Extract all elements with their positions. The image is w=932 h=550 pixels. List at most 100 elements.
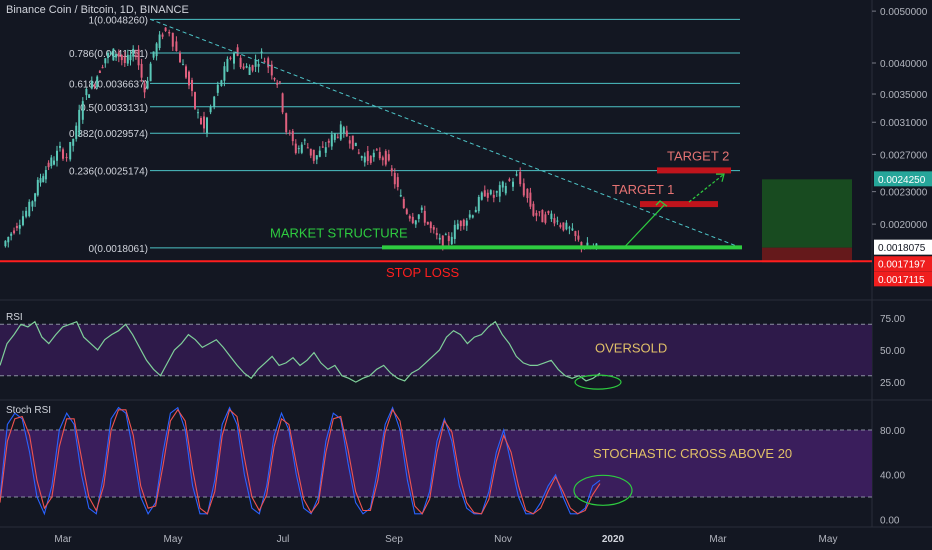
candle-body bbox=[104, 58, 107, 64]
candle-body bbox=[109, 52, 112, 54]
candle-body bbox=[423, 210, 426, 223]
candle-body bbox=[565, 222, 568, 230]
y-tick-label: 0.0031000 bbox=[880, 118, 928, 129]
candle-body bbox=[28, 201, 31, 217]
candle-body bbox=[477, 196, 480, 212]
candle-body bbox=[462, 219, 465, 227]
candle-body bbox=[512, 181, 514, 187]
market-structure-label: MARKET STRUCTURE bbox=[270, 225, 408, 240]
x-tick-label: 2020 bbox=[602, 534, 625, 545]
candle-body bbox=[562, 222, 565, 231]
candle-body bbox=[220, 80, 223, 86]
candle-body bbox=[348, 140, 351, 144]
candle-body bbox=[574, 231, 577, 237]
candle-body bbox=[306, 147, 309, 149]
candle-body bbox=[369, 155, 372, 163]
candle-body bbox=[294, 143, 297, 154]
candle-body bbox=[245, 66, 248, 68]
chart-title: Binance Coin / Bitcoin, 1D, BINANCE bbox=[6, 4, 189, 16]
candle-body bbox=[155, 43, 158, 57]
candle-body bbox=[107, 53, 109, 58]
candle-body bbox=[13, 230, 16, 234]
price-tag-label: 0.0024250 bbox=[878, 175, 926, 186]
candle-body bbox=[236, 47, 239, 56]
candle-body bbox=[471, 215, 474, 218]
candle-body bbox=[447, 235, 450, 242]
candle-body bbox=[53, 160, 55, 165]
stoch-tick-label: 80.00 bbox=[880, 426, 905, 437]
candle-body bbox=[96, 76, 99, 88]
candle-body bbox=[556, 220, 559, 222]
candle-body bbox=[209, 106, 212, 113]
candle-body bbox=[504, 185, 507, 194]
candle-body bbox=[492, 194, 495, 198]
candle-body bbox=[98, 70, 101, 74]
candle-body bbox=[143, 83, 146, 93]
candle-body bbox=[402, 198, 405, 209]
candle-body bbox=[465, 220, 468, 226]
candle-body bbox=[351, 135, 354, 150]
y-tick-label: 0.0035000 bbox=[880, 90, 928, 101]
candle-body bbox=[34, 193, 37, 202]
candle-body bbox=[309, 148, 312, 156]
stoch-k-line bbox=[0, 406, 601, 516]
stoch-d-line bbox=[0, 408, 601, 515]
price-tag bbox=[874, 256, 932, 272]
candle-body bbox=[175, 41, 178, 52]
rsi-pane-label: RSI bbox=[6, 312, 23, 323]
candle-body bbox=[56, 150, 58, 161]
candle-body bbox=[168, 31, 171, 34]
candle-body bbox=[267, 58, 270, 68]
candle-body bbox=[281, 93, 284, 113]
candle-body bbox=[101, 67, 104, 69]
rsi-tick-label: 75.00 bbox=[880, 314, 905, 325]
candle-body bbox=[126, 54, 129, 64]
fib-level-label: 1(0.0048260) bbox=[89, 15, 149, 26]
candle-body bbox=[318, 150, 321, 157]
candle-body bbox=[112, 48, 115, 61]
candle-body bbox=[321, 146, 324, 148]
candle-body bbox=[216, 84, 219, 93]
candle-body bbox=[50, 157, 53, 167]
candle-body bbox=[191, 80, 193, 91]
fib-level-label: 0.618(0.0036637) bbox=[69, 79, 148, 90]
candle-body bbox=[185, 66, 187, 78]
candle-body bbox=[276, 82, 279, 85]
candle-body bbox=[239, 57, 242, 68]
x-tick-label: Jul bbox=[277, 534, 290, 545]
candle-body bbox=[498, 185, 501, 197]
candle-body bbox=[25, 210, 28, 217]
candle-body bbox=[339, 124, 342, 140]
candle-body bbox=[577, 235, 580, 240]
candle-body bbox=[366, 151, 369, 162]
candle-body bbox=[508, 179, 511, 181]
stoch-tick-label: 40.00 bbox=[880, 471, 905, 482]
candle-body bbox=[468, 214, 471, 218]
price-tag-label: 0.0018075 bbox=[878, 243, 926, 254]
candle-body bbox=[336, 136, 339, 138]
stoch-band bbox=[0, 429, 872, 498]
candle-body bbox=[179, 52, 181, 63]
candle-body bbox=[123, 56, 126, 64]
candle-body bbox=[257, 63, 260, 67]
candle-body bbox=[483, 190, 486, 197]
candle-body bbox=[456, 223, 459, 230]
candle-body bbox=[248, 67, 251, 75]
candle-body bbox=[360, 156, 363, 158]
price-tag bbox=[874, 171, 932, 187]
candle-body bbox=[149, 63, 152, 82]
candle-body bbox=[327, 140, 330, 143]
candle-body bbox=[72, 138, 75, 146]
rsi-line bbox=[0, 320, 601, 383]
candle-body bbox=[188, 71, 190, 86]
price-tag-label: 0.0017115 bbox=[878, 275, 925, 286]
candle-body bbox=[4, 240, 7, 247]
candle-body bbox=[31, 201, 34, 207]
stoch-cross-label: STOCHASTIC CROSS ABOVE 20 bbox=[593, 446, 792, 461]
candle-body bbox=[90, 81, 93, 89]
candle-body bbox=[171, 32, 174, 47]
price-tag bbox=[874, 271, 932, 287]
candle-body bbox=[429, 222, 432, 229]
y-tick-label: 0.0040000 bbox=[880, 59, 928, 70]
